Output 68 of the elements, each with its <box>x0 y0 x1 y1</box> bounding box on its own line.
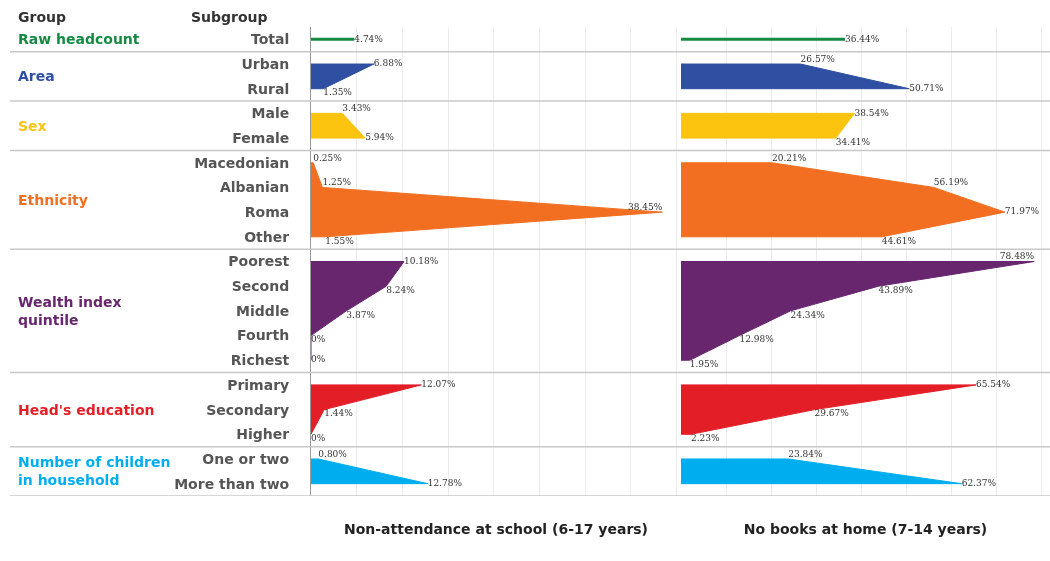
data-label: 78.48% <box>999 251 1035 262</box>
y-tick-label: Middle <box>236 302 290 319</box>
data-label: 0.25% <box>313 152 343 163</box>
y-tick-label: Second <box>231 278 290 295</box>
y-tick-label: Female <box>232 129 290 146</box>
data-label: 65.54% <box>975 379 1011 390</box>
data-label: 34.41% <box>835 136 871 147</box>
data-label: 8.24% <box>386 284 416 295</box>
data-label: 0% <box>311 334 326 345</box>
text: Sex <box>18 118 47 134</box>
data-label: 3.43% <box>342 103 372 114</box>
data-label: 50.71% <box>909 82 944 93</box>
data-label: 1.44% <box>324 408 354 419</box>
data-label: 29.67% <box>814 408 850 419</box>
y-tick-label: Poorest <box>228 253 290 270</box>
y-tick-label: Total <box>250 31 290 48</box>
data-label: 38.54% <box>854 107 890 118</box>
data-label: 23.84% <box>788 448 824 459</box>
data-label: 6.88% <box>373 58 403 69</box>
text: Head's education <box>18 402 155 418</box>
y-tick-label: One or two <box>202 450 290 467</box>
y-tick-label: Male <box>251 105 290 122</box>
data-label: 62.37% <box>961 477 997 488</box>
data-label: 43.89% <box>878 284 914 295</box>
data-label: 38.45% <box>627 201 663 212</box>
text: Ethnicity <box>18 192 88 208</box>
data-label: 4.74% <box>354 33 384 44</box>
data-label: 24.34% <box>790 309 826 320</box>
data-label: 71.97% <box>1004 206 1040 217</box>
data-label: 12.07% <box>421 379 457 390</box>
text: Group <box>18 9 67 25</box>
data-label: 3.87% <box>346 309 376 320</box>
data-label: 12.98% <box>739 334 775 345</box>
y-tick-label: Primary <box>227 376 290 393</box>
x-axis-title: Non-attendance at school (6-17 years) <box>343 521 649 538</box>
y-tick-label: More than two <box>174 475 290 492</box>
data-label: 10.18% <box>404 255 439 266</box>
data-label: 0.80% <box>318 448 348 459</box>
data-label: 56.19% <box>933 177 969 188</box>
data-label: 12.78% <box>427 477 463 488</box>
y-tick-label: Fourth <box>237 327 290 344</box>
y-tick-label: Other <box>244 228 290 245</box>
x-axis-title: No books at home (7-14 years) <box>743 521 988 538</box>
data-label: 1.35% <box>323 87 353 98</box>
text: Raw headcount <box>18 31 140 47</box>
data-label: 1.25% <box>322 177 352 188</box>
text: Number of children in household <box>18 454 171 489</box>
text: Wealth index quintile <box>18 294 122 329</box>
data-label: 0% <box>311 433 326 444</box>
data-label: 20.21% <box>771 152 807 163</box>
y-tick-label: Urban <box>241 55 290 72</box>
data-label: 0% <box>311 354 326 365</box>
y-tick-label: Macedonian <box>194 154 290 171</box>
data-label: 1.95% <box>689 358 719 369</box>
y-tick-label: Richest <box>230 352 290 369</box>
y-tick-label: Albanian <box>219 179 290 196</box>
data-label: 26.57% <box>800 53 836 64</box>
data-label: 1.55% <box>325 235 355 246</box>
data-label: 44.61% <box>881 235 917 246</box>
data-label: 36.44% <box>844 33 880 44</box>
text: Subgroup <box>191 9 268 25</box>
text: Area <box>18 68 55 84</box>
y-tick-label: Secondary <box>206 401 290 418</box>
data-label: 2.23% <box>691 433 721 444</box>
y-tick-label: Roma <box>244 204 290 221</box>
data-label: 5.94% <box>365 132 395 143</box>
y-tick-label: Higher <box>236 426 290 443</box>
y-tick-label: Rural <box>247 80 290 97</box>
